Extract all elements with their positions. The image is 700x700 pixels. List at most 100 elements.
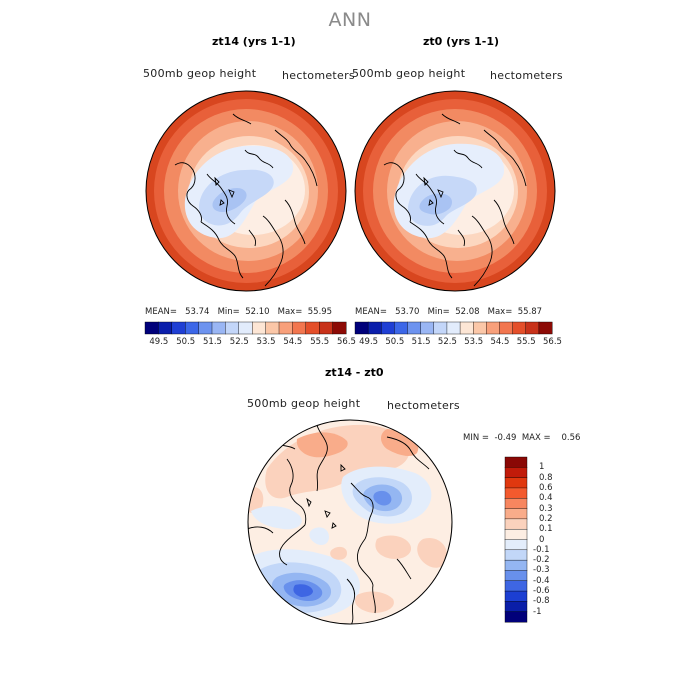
diff-colorbar-swatch (504, 508, 528, 520)
colorbar-tick-label: 50.5 (176, 337, 196, 347)
diff-colorbar-tick-label: 0.1 (539, 524, 553, 535)
diff-variable-label: 500mb geop height (247, 397, 361, 410)
diff-colorbar-swatch (504, 601, 528, 613)
diff-colorbar (504, 456, 528, 623)
left-stats: MEAN= 53.74 Min= 52.10 Max= 55.95 (145, 307, 333, 317)
diff-units-label: hectometers (387, 399, 460, 412)
right-stats: MEAN= 53.70 Min= 52.08 Max= 55.87 (355, 307, 543, 317)
diff-panel-title: zt14 - zt0 (325, 366, 384, 379)
colorbar-swatch (171, 321, 186, 335)
right-colorbar (354, 321, 553, 335)
colorbar-swatch (381, 321, 395, 335)
diff-colorbar-swatch (504, 611, 528, 623)
left-units-label: hectometers (282, 69, 355, 82)
colorbar-swatch (198, 321, 213, 335)
colorbar-swatch (144, 321, 159, 335)
page-title: ANN (328, 9, 372, 31)
diff-colorbar-tick-label: 0.6 (539, 482, 553, 493)
right-panel-title: zt0 (yrs 1-1) (423, 35, 500, 48)
colorbar-swatch (238, 321, 253, 335)
colorbar-tick-label: 50.5 (385, 337, 405, 347)
colorbar-tick-label: 53.5 (464, 337, 484, 347)
diff-colorbar-tick-label: 0.3 (539, 503, 553, 514)
colorbar-swatch (433, 321, 448, 335)
colorbar-tick-label: 55.5 (310, 337, 330, 347)
colorbar-swatch (332, 321, 347, 335)
diff-colorbar-tick-label: -0.4 (533, 575, 550, 586)
colorbar-swatch (211, 321, 226, 335)
colorbar-swatch (278, 321, 293, 335)
colorbar-tick-label: 56.5 (543, 337, 562, 347)
colorbar-tick-label: 49.5 (149, 337, 169, 347)
diff-colorbar-tick-label: -0.6 (533, 586, 550, 597)
diff-colorbar-swatch (504, 518, 528, 530)
diff-colorbar-tick-label: 0 (539, 534, 545, 545)
colorbar-swatch (446, 321, 461, 335)
diff-colorbar-swatch (504, 487, 528, 499)
colorbar-swatch (251, 321, 267, 335)
colorbar-swatch (407, 321, 422, 335)
coastline-icon (174, 113, 318, 287)
left-panel-title: zt14 (yrs 1-1) (212, 35, 296, 48)
colorbar-tick-label: 54.5 (490, 337, 510, 347)
diff-colorbar-swatch (504, 456, 528, 468)
colorbar-tick-label: 53.5 (256, 337, 276, 347)
colorbar-swatch (472, 321, 487, 335)
colorbar-tick-label: 52.5 (229, 337, 249, 347)
colorbar-swatch (265, 321, 280, 335)
diff-colorbar-tick-label: 0.8 (539, 472, 553, 483)
diff-colorbar-swatch (504, 580, 528, 592)
left-polar-map (145, 90, 347, 292)
colorbar-tick-label: 54.5 (283, 337, 303, 347)
colorbar-tick-label: 52.5 (437, 337, 457, 347)
diff-colorbar-tick-label: -0.3 (533, 565, 550, 576)
colorbar-swatch (354, 321, 369, 335)
colorbar-swatch (459, 321, 474, 335)
right-colorbar-labels: 49.5 50.5 51.5 52.5 53.5 54.5 55.5 56.5 (355, 337, 562, 349)
diff-colorbar-tick-label: -0.2 (533, 555, 550, 566)
diff-stats: MIN = -0.49 MAX = 0.56 (463, 433, 581, 443)
colorbar-swatch (158, 321, 173, 335)
colorbar-swatch (499, 321, 514, 335)
diff-colorbar-tick-label: -0.8 (533, 596, 550, 607)
colorbar-swatch (420, 321, 435, 335)
diff-colorbar-tick-label: 1 (539, 462, 545, 473)
colorbar-swatch (292, 321, 307, 335)
diff-colorbar-swatch (504, 477, 528, 489)
diff-colorbar-swatch (504, 559, 528, 571)
colorbar-swatch (318, 321, 334, 335)
right-variable-label: 500mb geop height (352, 67, 466, 80)
diff-colorbar-swatch (504, 590, 528, 602)
left-variable-label: 500mb geop height (143, 67, 257, 80)
colorbar-swatch (525, 321, 540, 335)
diff-colorbar-swatch (504, 528, 528, 541)
diff-colorbar-tick-label: -1 (533, 606, 542, 617)
diff-colorbar-swatch (504, 570, 528, 582)
diff-colorbar-swatch (504, 498, 528, 510)
colorbar-swatch (538, 321, 553, 335)
colorbar-swatch (305, 321, 320, 335)
colorbar-tick-label: 56.5 (337, 337, 356, 347)
diff-colorbar-labels: 1 0.8 0.6 0.4 0.3 0.2 0.1 0 -0.1 -0.2 -0.3 -0.4 -0.6… (533, 457, 583, 622)
left-colorbar-labels: 49.5 50.5 51.5 52.5 53.5 54.5 55.5 56.5 (145, 337, 356, 349)
colorbar-swatch (225, 321, 240, 335)
diff-colorbar-swatch (504, 549, 528, 561)
colorbar-tick-label: 55.5 (516, 337, 536, 347)
colorbar-tick-label: 49.5 (359, 337, 379, 347)
diff-colorbar-tick-label: 0.2 (539, 513, 553, 524)
colorbar-tick-label: 51.5 (203, 337, 222, 347)
right-polar-map (354, 90, 556, 292)
diff-colorbar-tick-label: 0.4 (539, 493, 553, 504)
colorbar-swatch (367, 321, 382, 335)
right-units-label: hectometers (490, 69, 563, 82)
diff-colorbar-tick-label: -0.1 (533, 544, 550, 555)
colorbar-swatch (185, 321, 200, 335)
colorbar-swatch (512, 321, 527, 335)
colorbar-tick-label: 51.5 (411, 337, 431, 347)
diff-polar-map (247, 419, 453, 625)
diff-colorbar-swatch (504, 467, 528, 479)
left-colorbar (144, 321, 347, 335)
colorbar-swatch (394, 321, 409, 335)
diff-colorbar-swatch (504, 539, 528, 551)
colorbar-swatch (486, 321, 500, 335)
